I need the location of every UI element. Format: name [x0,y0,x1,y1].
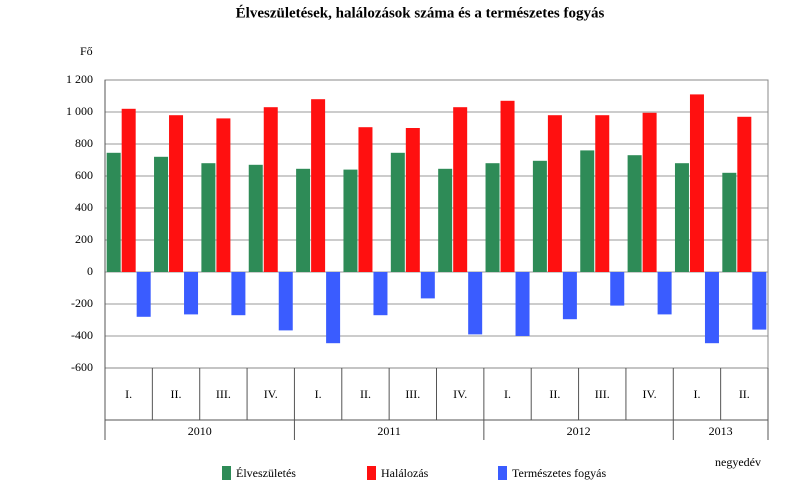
bar [438,168,453,272]
bar [532,160,547,272]
x-tick-label: IV. [453,387,467,401]
x-tick-label: IV. [643,387,657,401]
x-tick-label: IV. [264,387,278,401]
bar [169,115,184,272]
bar [485,163,500,272]
bar [405,128,420,272]
x-axis-label: negyedév [715,455,761,469]
bar [231,272,246,316]
bar [311,99,326,272]
x-tick-label: I. [693,387,700,401]
legend-label: Halálozás [381,466,429,480]
y-axis-label: Fő [80,44,93,58]
y-tick-label: -400 [71,328,93,342]
bar [500,100,515,272]
group-label: 2012 [567,424,591,438]
bar [420,272,435,299]
legend-label: Élveszületés [236,466,296,480]
x-tick-label: II. [171,387,182,401]
bar [704,272,719,344]
legend-swatch [498,466,507,480]
y-tick-label: 1 200 [66,72,93,86]
bar [595,115,610,272]
bar [358,127,373,272]
bar [453,107,468,272]
x-tick-label: II. [739,387,750,401]
group-label: 2010 [188,424,212,438]
x-tick-label: III. [595,387,610,401]
y-tick-label: 200 [75,232,93,246]
x-tick-label: I. [504,387,511,401]
bar [390,152,405,272]
x-tick-label: I. [125,387,132,401]
bar [184,272,199,315]
y-tick-label: -600 [71,360,93,374]
bar [373,272,388,316]
legend-label: Természetes fogyás [512,466,606,480]
y-tick-label: 0 [87,264,93,278]
y-tick-label: -200 [71,296,93,310]
y-tick-label: 800 [75,136,93,150]
bar [201,163,216,272]
bar [722,172,737,272]
y-tick-label: 400 [75,200,93,214]
bar [121,108,136,272]
x-tick-label: III. [405,387,420,401]
bar [106,152,121,272]
bar [515,272,530,336]
chart-title: Élveszületések, halálozások száma és a t… [236,4,605,21]
bar [136,272,151,317]
bar [468,272,483,335]
bar [263,107,278,272]
bar [216,118,231,273]
group-label: 2011 [377,424,401,438]
bar [580,150,595,272]
bar [296,168,311,272]
bar [547,115,562,272]
x-tick-label: I. [315,387,322,401]
bar [326,272,341,344]
bar [752,272,767,330]
bar [642,112,657,272]
y-tick-label: 600 [75,168,93,182]
bar [627,155,642,272]
bar [248,164,263,272]
bar [657,272,672,315]
bar [278,272,293,331]
legend-swatch [367,466,376,480]
legend-swatch [222,466,231,480]
bar [610,272,625,306]
bar [737,116,752,272]
bar [674,163,689,272]
group-label: 2013 [709,424,733,438]
x-tick-label: II. [549,387,560,401]
bar [343,169,358,272]
bar [154,156,169,272]
x-tick-label: III. [216,387,231,401]
y-tick-label: 1 000 [66,104,93,118]
bar [562,272,577,320]
bar [689,94,704,273]
x-tick-label: II. [360,387,371,401]
